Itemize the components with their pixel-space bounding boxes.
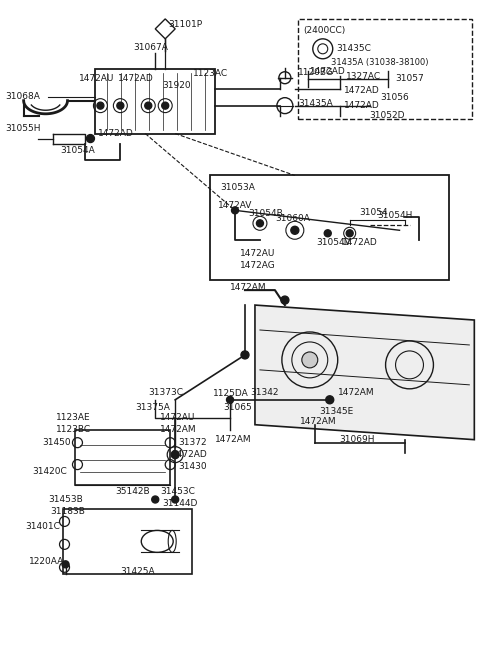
Text: 1472AD: 1472AD (119, 74, 154, 83)
Text: 31065: 31065 (223, 403, 252, 412)
Text: 31420C: 31420C (33, 467, 67, 476)
Text: 31144D: 31144D (162, 499, 198, 508)
Text: 1125DA: 1125DA (213, 389, 249, 398)
Text: 1123AC: 1123AC (193, 69, 228, 78)
Text: 1472AV: 1472AV (218, 201, 252, 210)
Circle shape (326, 396, 334, 403)
Text: 31372: 31372 (178, 438, 207, 447)
Text: 1472AU: 1472AU (78, 74, 114, 83)
Text: 31052D: 31052D (370, 111, 405, 120)
Text: 1472AD: 1472AD (342, 238, 377, 247)
Bar (298, 19, 472, 119)
Text: 31453C: 31453C (160, 487, 195, 496)
Circle shape (172, 496, 179, 503)
Text: 31054: 31054 (360, 208, 388, 217)
Text: 31054V: 31054V (317, 238, 351, 247)
Text: 1472AD: 1472AD (310, 67, 346, 76)
Text: 31342: 31342 (250, 388, 278, 398)
Text: 31401C: 31401C (25, 522, 60, 531)
Text: 1123AE: 1123AE (56, 413, 90, 422)
Circle shape (256, 220, 264, 227)
Text: 1472AG: 1472AG (240, 261, 276, 270)
Text: 31435A: 31435A (298, 99, 333, 108)
Circle shape (241, 351, 249, 359)
Text: 31060A: 31060A (275, 214, 310, 223)
Text: 31054H: 31054H (378, 211, 413, 220)
Text: 31375A: 31375A (135, 403, 170, 412)
Text: 1327AC: 1327AC (346, 72, 381, 81)
Text: 1120BG: 1120BG (298, 68, 334, 77)
Text: 1472AM: 1472AM (300, 417, 336, 426)
Text: 31373C: 31373C (148, 388, 183, 398)
Text: 31067A: 31067A (133, 43, 168, 52)
Circle shape (97, 102, 104, 109)
Text: 31053A: 31053A (220, 183, 255, 192)
Text: 31450: 31450 (43, 438, 71, 447)
Circle shape (291, 226, 299, 234)
Text: 1472AM: 1472AM (215, 435, 252, 444)
Polygon shape (255, 305, 474, 440)
Circle shape (171, 451, 179, 458)
Text: 31056: 31056 (381, 93, 409, 102)
Circle shape (302, 352, 318, 368)
Text: 31453B: 31453B (48, 495, 84, 504)
Text: 1472AM: 1472AM (338, 388, 374, 398)
Text: 31430: 31430 (178, 462, 207, 471)
Text: 31183B: 31183B (50, 507, 85, 516)
Text: 31345E: 31345E (320, 407, 354, 417)
Text: 35142B: 35142B (115, 487, 150, 496)
Text: 31435A (31038-38100): 31435A (31038-38100) (331, 58, 428, 67)
Text: 31055H: 31055H (6, 124, 41, 133)
Circle shape (324, 230, 331, 236)
Circle shape (152, 496, 159, 503)
Text: 31057: 31057 (396, 74, 424, 83)
Text: (2400CC): (2400CC) (303, 26, 345, 35)
Text: 1472AD: 1472AD (98, 129, 134, 138)
Bar (62, 510, 192, 574)
Text: 31435C: 31435C (336, 45, 372, 53)
Text: 31425A: 31425A (120, 567, 155, 576)
Circle shape (62, 561, 69, 568)
Text: 31920: 31920 (162, 81, 191, 90)
Text: 1472AU: 1472AU (160, 413, 196, 422)
Text: 31054A: 31054A (60, 146, 95, 155)
Text: 1123BC: 1123BC (56, 425, 91, 434)
Circle shape (346, 230, 353, 236)
Circle shape (162, 102, 168, 109)
Circle shape (86, 134, 95, 143)
Text: 1472AD: 1472AD (344, 101, 380, 110)
Text: 31101P: 31101P (168, 20, 203, 29)
Circle shape (117, 102, 124, 109)
Text: 1220AA: 1220AA (29, 557, 64, 566)
Text: 1472AU: 1472AU (240, 249, 276, 257)
Text: 31068A: 31068A (6, 92, 40, 101)
Text: 1472AM: 1472AM (230, 282, 267, 291)
Bar (75, 430, 170, 485)
Text: 31069H: 31069H (340, 435, 375, 444)
Text: 1472AD: 1472AD (344, 86, 380, 95)
Circle shape (281, 296, 289, 304)
Circle shape (231, 207, 239, 214)
Circle shape (145, 102, 152, 109)
Text: 31054B: 31054B (248, 209, 283, 218)
Bar (210, 176, 449, 280)
Bar (96, 69, 215, 134)
Circle shape (227, 396, 233, 403)
Text: 1472AD: 1472AD (172, 450, 208, 459)
Text: 1472AM: 1472AM (160, 425, 197, 434)
